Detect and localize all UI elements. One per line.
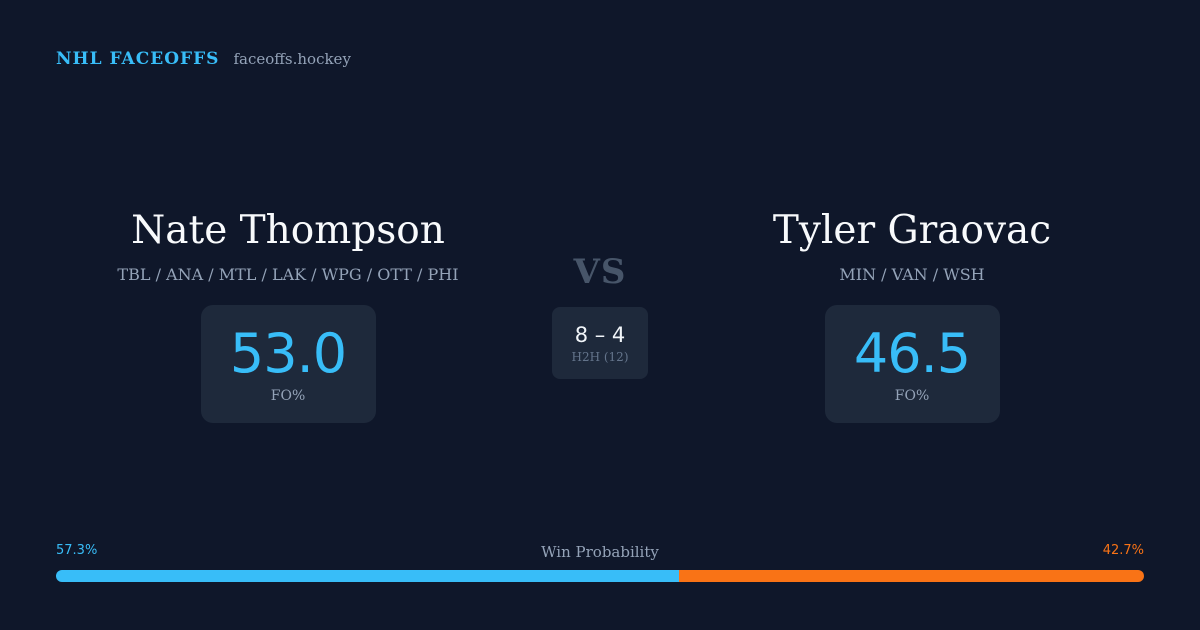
player-right-stat-box: 46.5 FO%: [824, 305, 1000, 423]
player-left-teams: TBL / ANA / MTL / LAK / WPG / OTT / PHI: [117, 265, 459, 284]
win-probability-left: 57.3%: [56, 543, 98, 558]
brand-title: NHL FACEOFFS: [56, 49, 220, 69]
player-left-fo-value: 53.0: [229, 322, 347, 385]
player-right-card: Tyler Graovac MIN / VAN / WSH 46.5 FO%: [652, 205, 1172, 423]
win-probability-right: 42.7%: [1102, 543, 1144, 558]
win-probability-labels: 57.3% Win Probability 42.7%: [56, 543, 1144, 563]
h2h-label: H2H (12): [571, 350, 629, 364]
win-probability-title: Win Probability: [541, 543, 659, 561]
player-right-name: Tyler Graovac: [772, 208, 1052, 253]
brand-header: NHL FACEOFFS faceoffs.hockey: [56, 49, 351, 69]
player-left-name: Nate Thompson: [131, 208, 445, 253]
vs-label: VS: [573, 252, 627, 292]
brand-site: faceoffs.hockey: [233, 50, 351, 68]
player-left-fo-label: FO%: [270, 388, 306, 404]
player-right-teams: MIN / VAN / WSH: [839, 265, 985, 284]
win-probability-left-fill: [56, 570, 680, 582]
player-left-stat-box: 53.0 FO%: [200, 305, 376, 423]
win-probability-right-fill: [679, 570, 1144, 582]
player-right-fo-value: 46.5: [853, 322, 971, 385]
head-to-head-box: 8 – 4 H2H (12): [552, 307, 648, 379]
win-probability-bar: [56, 570, 1144, 582]
player-right-fo-label: FO%: [894, 388, 930, 404]
player-left-card: Nate Thompson TBL / ANA / MTL / LAK / WP…: [28, 205, 548, 423]
h2h-score: 8 – 4: [574, 323, 626, 347]
